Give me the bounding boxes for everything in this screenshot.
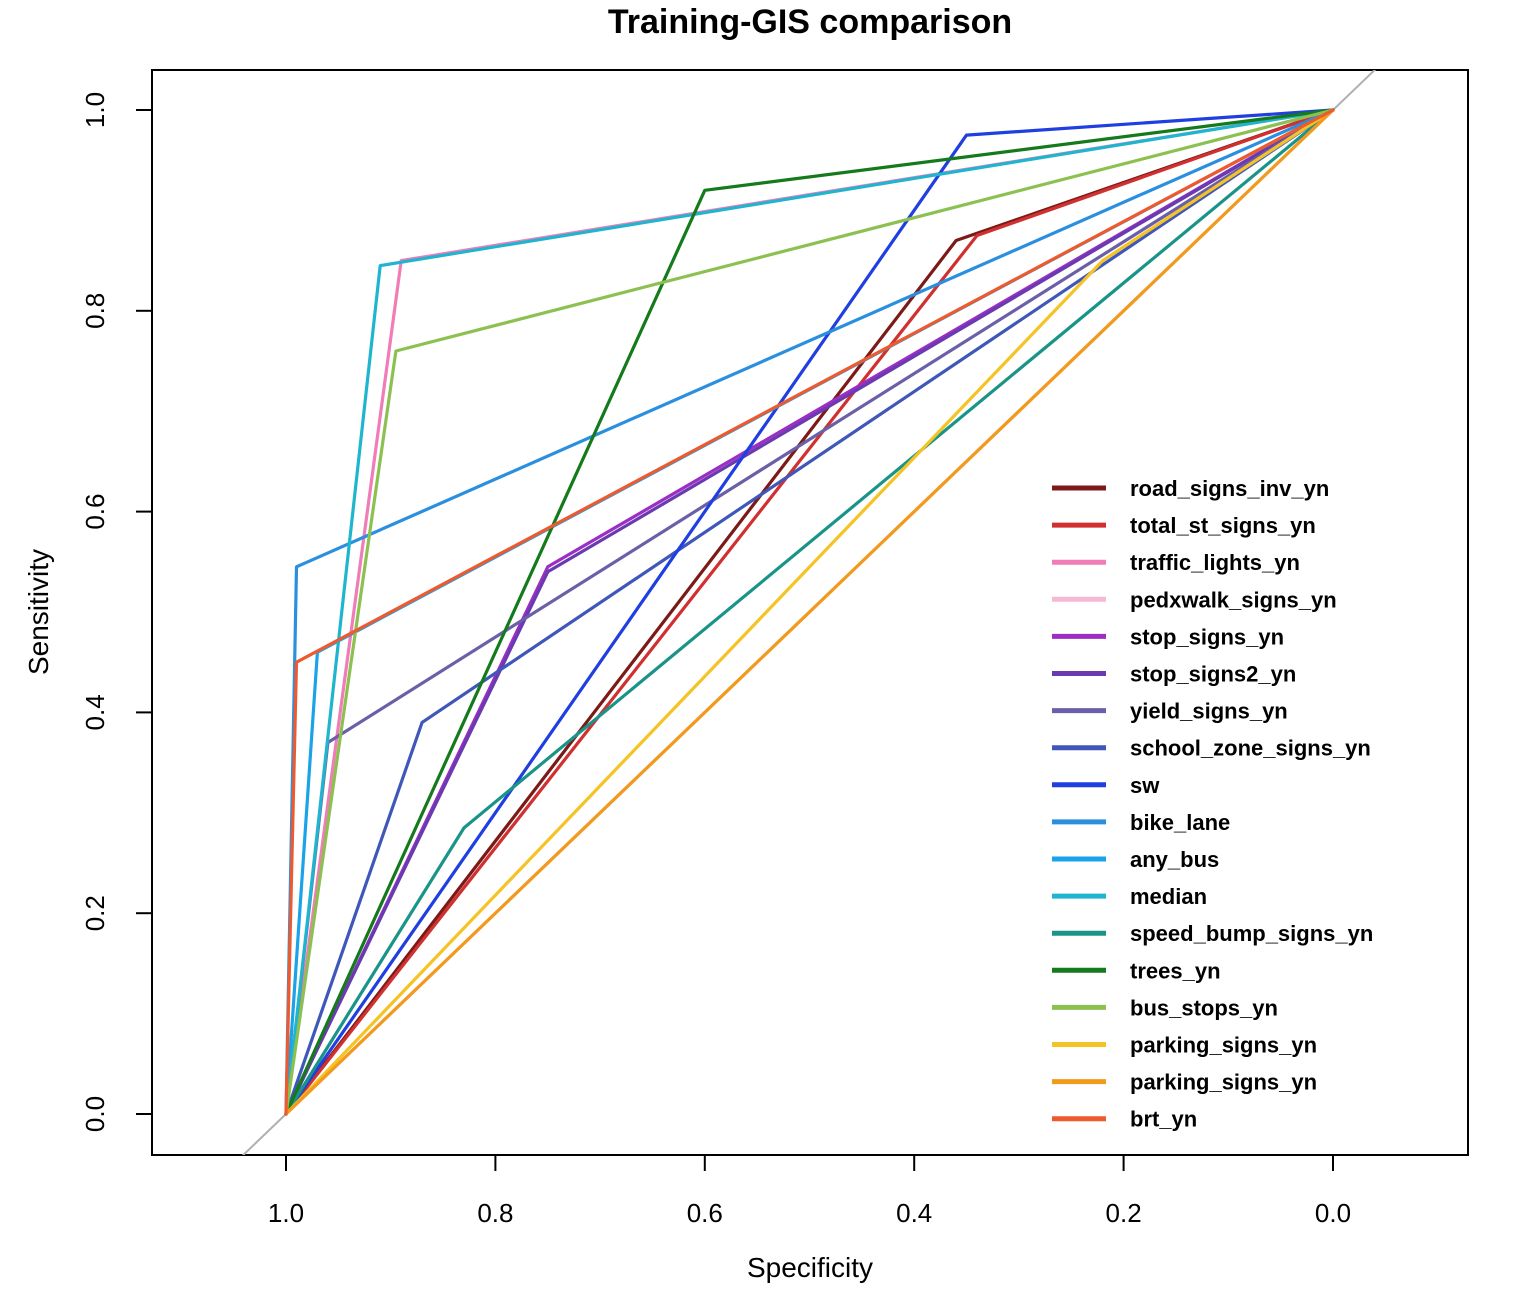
y-axis: 0.0 0.2 0.4 0.6 0.8 1.0 [80, 92, 152, 1132]
x-tick-label-4: 0.2 [1106, 1198, 1142, 1228]
legend-label-0: road_signs_inv_yn [1130, 476, 1329, 501]
series-line-16 [284, 108, 1335, 1116]
legend-label-1: total_st_signs_yn [1130, 513, 1316, 538]
legend-label-17: brt_yn [1130, 1107, 1197, 1132]
legend-label-7: school_zone_signs_yn [1130, 736, 1371, 761]
x-tick-label-1: 0.8 [477, 1198, 513, 1228]
legend-label-14: bus_stops_yn [1130, 995, 1278, 1020]
x-tick-label-2: 0.6 [687, 1198, 723, 1228]
legend-label-5: stop_signs2_yn [1130, 662, 1296, 687]
legend-label-15: parking_signs_yn [1130, 1033, 1317, 1058]
y-tick-label-1: 0.2 [80, 895, 110, 931]
y-tick-label-4: 0.8 [80, 293, 110, 329]
legend-label-16: parking_signs_yn [1130, 1070, 1317, 1095]
series-line-5 [284, 108, 1335, 1116]
y-tick-label-0: 0.0 [80, 1096, 110, 1132]
legend-label-8: sw [1130, 773, 1160, 798]
x-tick-label-3: 0.4 [896, 1198, 932, 1228]
legend-label-3: pedxwalk_signs_yn [1130, 587, 1337, 612]
series-line-13 [284, 108, 1335, 1116]
series-line-11 [284, 108, 1335, 1116]
x-axis-label: Specificity [747, 1252, 873, 1283]
legend: road_signs_inv_yn total_st_signs_yntraffi… [1052, 476, 1373, 1132]
y-tick-label-2: 0.4 [80, 694, 110, 730]
series-line-17 [284, 108, 1335, 1116]
series-line-1 [284, 108, 1335, 1116]
series-line-15 [284, 108, 1335, 1116]
legend-label-2: traffic_lights_yn [1130, 550, 1300, 575]
y-tick-label-5: 1.0 [80, 92, 110, 128]
chart-title: Training-GIS comparison [608, 3, 1012, 41]
x-tick-label-0: 1.0 [268, 1198, 304, 1228]
legend-label-13: trees_yn [1130, 958, 1221, 983]
legend-label-12: speed_bump_signs_yn [1130, 921, 1373, 946]
plot-frame [151, 69, 1469, 1156]
legend-label-4: stop_signs_yn [1130, 624, 1284, 649]
series-line-7 [284, 108, 1335, 1116]
series-line-12 [284, 108, 1335, 1116]
legend-label-11: median [1130, 884, 1207, 909]
y-tick-label-3: 0.6 [80, 494, 110, 530]
legend-label-10: any_bus [1130, 847, 1219, 872]
series-layer [284, 108, 1335, 1116]
x-tick-label-5: 0.0 [1315, 1198, 1351, 1228]
x-axis: 1.0 0.8 0.6 0.4 0.2 0.0 [268, 1155, 1351, 1228]
legend-label-6: yield_signs_yn [1130, 699, 1288, 724]
series-line-14 [284, 108, 1335, 1116]
y-axis-label: Sensitivity [23, 549, 54, 675]
legend-label-9: bike_lane [1130, 810, 1230, 835]
